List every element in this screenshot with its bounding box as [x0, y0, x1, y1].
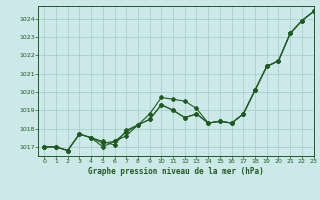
X-axis label: Graphe pression niveau de la mer (hPa): Graphe pression niveau de la mer (hPa): [88, 167, 264, 176]
